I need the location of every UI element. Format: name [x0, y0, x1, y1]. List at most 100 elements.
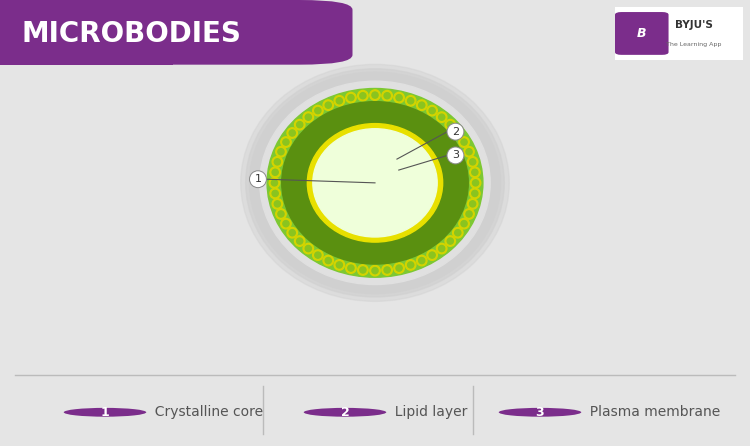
Circle shape — [429, 107, 435, 114]
Circle shape — [454, 230, 460, 236]
Circle shape — [336, 98, 343, 104]
Circle shape — [287, 227, 298, 238]
Circle shape — [467, 157, 478, 167]
Circle shape — [427, 250, 437, 260]
Circle shape — [459, 219, 470, 229]
Circle shape — [464, 209, 474, 219]
Ellipse shape — [246, 69, 504, 297]
Circle shape — [269, 178, 280, 188]
Circle shape — [348, 265, 354, 271]
Circle shape — [447, 122, 453, 128]
Circle shape — [313, 250, 323, 260]
Text: 3: 3 — [452, 150, 459, 161]
Circle shape — [472, 180, 478, 186]
Circle shape — [407, 98, 414, 104]
Circle shape — [396, 95, 402, 101]
Circle shape — [394, 92, 404, 103]
FancyBboxPatch shape — [0, 0, 352, 65]
Circle shape — [360, 267, 366, 273]
Circle shape — [272, 169, 278, 175]
Circle shape — [436, 112, 447, 122]
Circle shape — [436, 244, 447, 254]
Circle shape — [416, 100, 427, 110]
Circle shape — [382, 91, 392, 101]
Circle shape — [429, 252, 435, 258]
Circle shape — [419, 257, 424, 264]
Circle shape — [358, 265, 368, 275]
Ellipse shape — [282, 102, 468, 264]
Circle shape — [467, 198, 478, 209]
Circle shape — [396, 265, 402, 271]
Circle shape — [466, 149, 472, 155]
Circle shape — [323, 100, 334, 110]
Circle shape — [278, 211, 284, 217]
Circle shape — [447, 147, 464, 164]
Circle shape — [419, 102, 424, 108]
Circle shape — [499, 408, 581, 417]
Circle shape — [272, 198, 283, 209]
Circle shape — [470, 201, 476, 207]
Circle shape — [272, 190, 278, 197]
Circle shape — [274, 201, 280, 207]
Circle shape — [305, 114, 311, 120]
Text: 1: 1 — [254, 174, 262, 184]
Text: Lipid layer: Lipid layer — [386, 405, 468, 419]
Ellipse shape — [308, 124, 442, 242]
Circle shape — [305, 245, 311, 252]
Circle shape — [280, 137, 291, 147]
Circle shape — [270, 167, 280, 178]
Circle shape — [470, 167, 480, 178]
Circle shape — [470, 159, 476, 165]
Circle shape — [334, 95, 344, 106]
Circle shape — [313, 105, 323, 116]
Circle shape — [297, 238, 303, 244]
Circle shape — [472, 190, 478, 197]
Circle shape — [416, 256, 427, 266]
Bar — [0, 0, 172, 65]
Circle shape — [334, 260, 344, 270]
Ellipse shape — [260, 81, 490, 285]
Circle shape — [304, 408, 386, 417]
Text: BYJU'S: BYJU'S — [675, 21, 713, 30]
Circle shape — [445, 236, 455, 246]
Text: 1: 1 — [100, 406, 109, 419]
FancyBboxPatch shape — [609, 4, 748, 63]
Circle shape — [295, 120, 305, 130]
Circle shape — [466, 211, 472, 217]
Circle shape — [427, 105, 437, 116]
Circle shape — [287, 128, 298, 138]
Ellipse shape — [313, 129, 437, 237]
Circle shape — [278, 149, 284, 155]
Text: Plasma membrane: Plasma membrane — [581, 405, 721, 419]
Circle shape — [439, 245, 445, 252]
Circle shape — [276, 209, 286, 219]
Text: 2: 2 — [340, 406, 350, 419]
Circle shape — [470, 178, 481, 188]
Circle shape — [447, 123, 464, 140]
Text: Crystalline core: Crystalline core — [146, 405, 263, 419]
Circle shape — [290, 230, 296, 236]
Circle shape — [290, 130, 296, 136]
Circle shape — [283, 139, 289, 145]
Circle shape — [461, 221, 467, 227]
Circle shape — [452, 227, 463, 238]
Text: B: B — [637, 27, 646, 40]
Circle shape — [303, 112, 313, 122]
Circle shape — [461, 139, 467, 145]
Circle shape — [406, 260, 416, 270]
Circle shape — [464, 146, 474, 157]
Circle shape — [336, 262, 343, 268]
Circle shape — [406, 95, 416, 106]
Circle shape — [315, 107, 321, 114]
Ellipse shape — [267, 88, 483, 277]
Circle shape — [272, 157, 283, 167]
Circle shape — [315, 252, 321, 258]
Circle shape — [358, 91, 368, 101]
Circle shape — [323, 256, 334, 266]
Circle shape — [447, 238, 453, 244]
Circle shape — [346, 263, 356, 273]
Circle shape — [326, 257, 332, 264]
Circle shape — [272, 180, 278, 186]
Circle shape — [384, 93, 390, 99]
Circle shape — [295, 236, 305, 246]
